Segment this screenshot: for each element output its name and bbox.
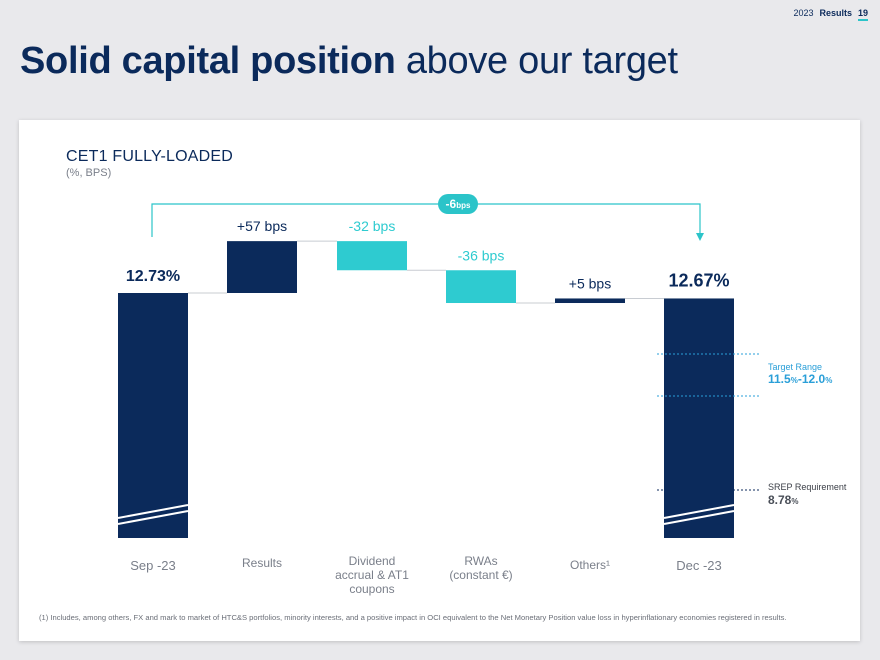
srep-value: 8.78% xyxy=(768,493,798,507)
srep-value-part: 8.78 xyxy=(768,493,792,507)
net-change-unit: bps xyxy=(456,201,471,210)
bar-step xyxy=(555,298,625,304)
category-label: Others¹ xyxy=(570,558,610,572)
axis-break-end xyxy=(663,510,735,525)
category-label-line: (constant €) xyxy=(449,568,512,582)
chart-card: CET1 FULLY-LOADED (%, BPS) 12.73% +57 bps… xyxy=(19,120,860,641)
category-label-line: Others¹ xyxy=(570,558,610,572)
bar-end-value-label: 12.67% xyxy=(668,270,729,290)
net-change-badge xyxy=(438,194,478,214)
axis-break-end xyxy=(663,504,735,519)
category-label-line: Dec -23 xyxy=(676,558,722,573)
axis-break-start xyxy=(117,504,189,519)
category-label-line: RWAs xyxy=(464,554,497,568)
bar-step xyxy=(337,241,407,271)
target-range-name: Target Range xyxy=(768,362,822,372)
category-label-line: Sep -23 xyxy=(130,558,176,573)
page-title-bold: Solid capital position xyxy=(20,40,396,82)
net-change-value: -6 xyxy=(446,197,457,211)
header-year: 2023 xyxy=(793,8,814,18)
category-label: Dec -23 xyxy=(676,558,722,573)
bar-step-value-label: +57 bps xyxy=(237,218,287,234)
net-change-bracket xyxy=(151,203,701,237)
target-range-value-part: % xyxy=(825,376,832,385)
srep-value-part: % xyxy=(791,497,798,506)
target-range-value: 11.5%-12.0% xyxy=(768,372,832,386)
bar-end xyxy=(664,298,734,538)
category-label: RWAs (constant €) xyxy=(449,554,512,582)
header-tag: 2023 Results 19 xyxy=(793,8,868,21)
header-label: Results xyxy=(819,8,852,18)
bar-step xyxy=(227,241,297,293)
page-title: Solid capital position above our target xyxy=(20,40,678,83)
footnote: (1) Includes, among others, FX and mark … xyxy=(39,613,787,622)
target-range-value-part: % xyxy=(791,376,798,385)
bar-step xyxy=(446,270,516,304)
bar-step-value-label: -36 bps xyxy=(458,247,505,263)
target-range-value-part: 12.0 xyxy=(802,372,826,386)
category-label: Dividend accrual & AT1 coupons xyxy=(335,554,409,596)
page-title-light: above our target xyxy=(405,40,678,82)
target-range-value-part: - xyxy=(798,372,802,386)
net-change-arrowhead xyxy=(696,233,704,241)
chart-subtitle: (%, BPS) xyxy=(66,167,112,179)
category-label: Results xyxy=(242,556,282,570)
bar-start xyxy=(118,293,188,538)
category-label-line: Results xyxy=(242,556,282,570)
axis-break-start xyxy=(117,510,189,525)
bar-start-value-label: 12.73% xyxy=(126,268,180,285)
category-label-line: Dividend xyxy=(349,554,396,568)
page-number: 19 xyxy=(857,8,868,21)
category-label-line: accrual & AT1 xyxy=(335,568,409,582)
srep-name: SREP Requirement xyxy=(768,482,847,492)
net-change-label: -6bps xyxy=(446,197,471,211)
bar-step-value-label: +5 bps xyxy=(569,275,611,291)
category-label-line: coupons xyxy=(349,582,394,596)
bar-step-value-label: -32 bps xyxy=(349,218,396,234)
chart-title: CET1 FULLY-LOADED xyxy=(66,148,234,165)
category-label: Sep -23 xyxy=(130,558,176,573)
waterfall-chart: 12.73% +57 bps -32 bps -36 bps +5 bps 12.67% -… xyxy=(117,194,847,596)
target-range-value-part: 11.5 xyxy=(768,372,791,386)
